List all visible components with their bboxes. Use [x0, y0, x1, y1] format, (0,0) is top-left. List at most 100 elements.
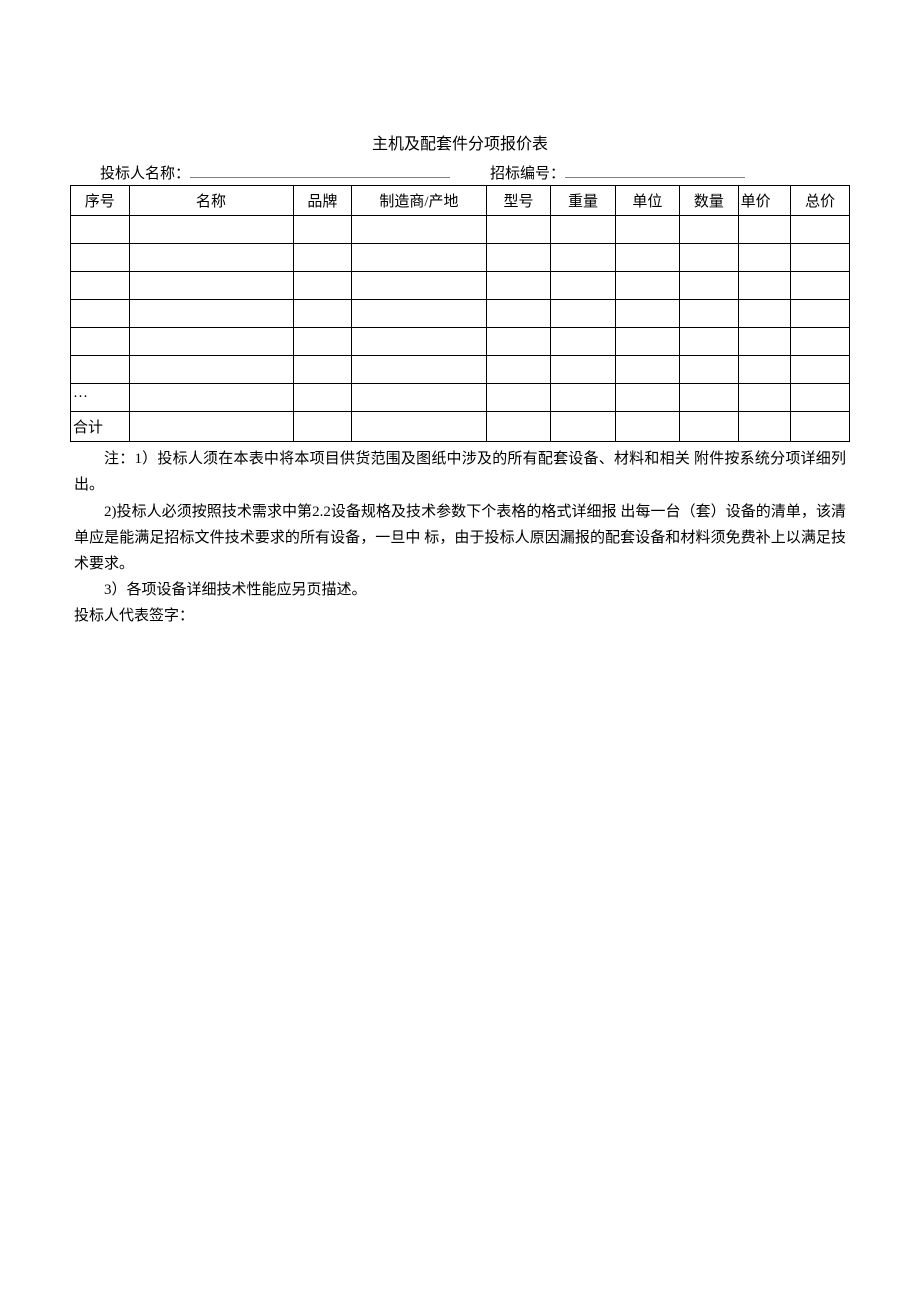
bidder-label: 投标人名称： — [100, 162, 190, 183]
cell — [293, 244, 352, 272]
cell — [680, 216, 739, 244]
cell — [486, 272, 550, 300]
table-row — [71, 272, 850, 300]
cell — [293, 356, 352, 384]
cell — [680, 300, 739, 328]
col-unit: 单位 — [615, 186, 679, 216]
cell — [738, 356, 791, 384]
cell — [615, 356, 679, 384]
cell — [71, 356, 130, 384]
cell — [129, 412, 293, 442]
cell — [129, 244, 293, 272]
table-row — [71, 356, 850, 384]
cell — [71, 328, 130, 356]
notes-section: 注：1）投标人须在本表中将本项目供货范围及图纸中涉及的所有配套设备、材料和相关 … — [70, 446, 850, 604]
col-name: 名称 — [129, 186, 293, 216]
cell — [738, 300, 791, 328]
cell — [791, 412, 850, 442]
bidder-name-field: 投标人名称： — [100, 160, 450, 183]
cell — [615, 244, 679, 272]
table-row: ··· — [71, 384, 850, 412]
cell — [293, 328, 352, 356]
cell — [293, 384, 352, 412]
cell — [293, 216, 352, 244]
cell — [680, 384, 739, 412]
cell — [129, 384, 293, 412]
cell — [615, 328, 679, 356]
note-3: 3）各项设备详细技术性能应另页描述。 — [74, 577, 846, 603]
cell — [551, 216, 615, 244]
cell — [352, 216, 487, 244]
cell — [486, 328, 550, 356]
cell — [352, 244, 487, 272]
cell-total-label: 合计 — [71, 412, 130, 442]
cell — [129, 216, 293, 244]
table-header-row: 序号 名称 品牌 制造商/产地 型号 重量 单位 数量 单价 总价 — [71, 186, 850, 216]
cell — [615, 384, 679, 412]
cell — [551, 356, 615, 384]
quotation-table: 序号 名称 品牌 制造商/产地 型号 重量 单位 数量 单价 总价 — [70, 185, 850, 442]
cell — [680, 272, 739, 300]
cell — [791, 356, 850, 384]
cell — [791, 384, 850, 412]
cell — [486, 384, 550, 412]
cell — [551, 244, 615, 272]
cell — [738, 328, 791, 356]
cell-ellipsis: ··· — [71, 384, 130, 412]
header-line: 投标人名称： 招标编号： — [70, 160, 850, 183]
table-body: ··· 合计 — [71, 216, 850, 442]
bidno-value-underline — [565, 160, 745, 178]
cell — [738, 384, 791, 412]
cell — [551, 300, 615, 328]
cell — [352, 356, 487, 384]
cell — [680, 244, 739, 272]
cell — [615, 300, 679, 328]
cell — [486, 356, 550, 384]
document-title: 主机及配套件分项报价表 — [70, 130, 850, 154]
cell — [71, 300, 130, 328]
cell — [129, 356, 293, 384]
bidno-label: 招标编号： — [490, 162, 565, 183]
col-seq: 序号 — [71, 186, 130, 216]
table-row — [71, 216, 850, 244]
cell — [738, 412, 791, 442]
cell — [293, 272, 352, 300]
cell — [293, 300, 352, 328]
cell — [551, 328, 615, 356]
cell — [71, 244, 130, 272]
cell — [738, 272, 791, 300]
cell — [551, 384, 615, 412]
cell — [615, 216, 679, 244]
cell — [680, 356, 739, 384]
col-model: 型号 — [486, 186, 550, 216]
cell — [352, 300, 487, 328]
cell — [791, 328, 850, 356]
table-row — [71, 328, 850, 356]
cell — [738, 216, 791, 244]
cell — [71, 272, 130, 300]
col-total: 总价 — [791, 186, 850, 216]
cell — [680, 412, 739, 442]
cell — [129, 300, 293, 328]
cell — [486, 300, 550, 328]
col-price: 单价 — [738, 186, 791, 216]
bid-number-field: 招标编号： — [490, 160, 745, 183]
cell — [791, 244, 850, 272]
cell — [791, 300, 850, 328]
signature-line: 投标人代表签字： — [70, 604, 850, 625]
col-brand: 品牌 — [293, 186, 352, 216]
cell — [551, 412, 615, 442]
cell — [551, 272, 615, 300]
cell — [791, 272, 850, 300]
cell — [615, 412, 679, 442]
col-weight: 重量 — [551, 186, 615, 216]
cell — [486, 216, 550, 244]
col-origin: 制造商/产地 — [352, 186, 487, 216]
cell — [352, 328, 487, 356]
table-row — [71, 244, 850, 272]
col-qty: 数量 — [680, 186, 739, 216]
note-2: 2)投标人必须按照技术需求中第2.2设备规格及技术参数下个表格的格式详细报 出每… — [74, 499, 846, 578]
table-row-total: 合计 — [71, 412, 850, 442]
cell — [791, 216, 850, 244]
cell — [129, 328, 293, 356]
